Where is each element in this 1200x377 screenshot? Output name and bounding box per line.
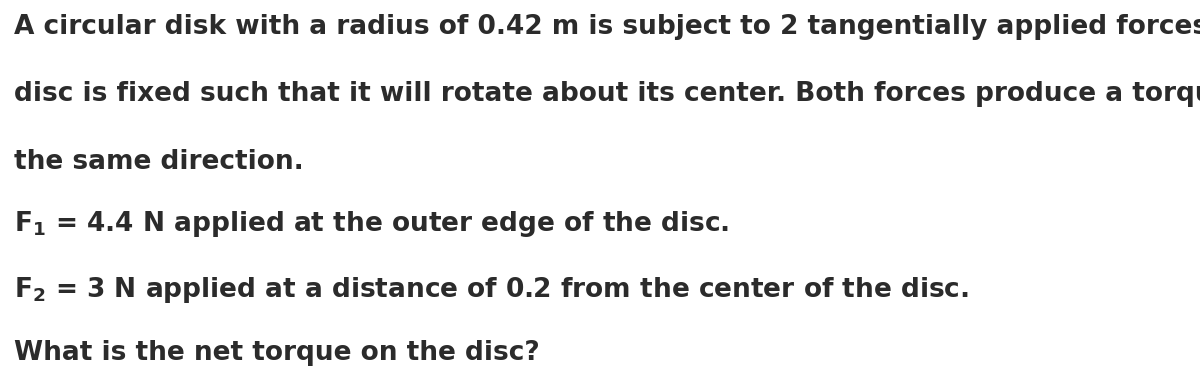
Text: disc is fixed such that it will rotate about its center. Both forces produce a t: disc is fixed such that it will rotate a… [14,81,1200,107]
Text: What is the net torque on the disc?: What is the net torque on the disc? [14,340,540,366]
Text: A circular disk with a radius of 0.42 m is subject to 2 tangentially applied for: A circular disk with a radius of 0.42 m … [14,14,1200,40]
Text: the same direction.: the same direction. [14,149,304,175]
Text: $\mathregular{F}_\mathregular{2}$ = 3 N applied at a distance of 0.2 from the ce: $\mathregular{F}_\mathregular{2}$ = 3 N … [14,275,970,305]
Text: $\mathregular{F}_\mathregular{1}$ = 4.4 N applied at the outer edge of the disc.: $\mathregular{F}_\mathregular{1}$ = 4.4 … [14,209,730,239]
